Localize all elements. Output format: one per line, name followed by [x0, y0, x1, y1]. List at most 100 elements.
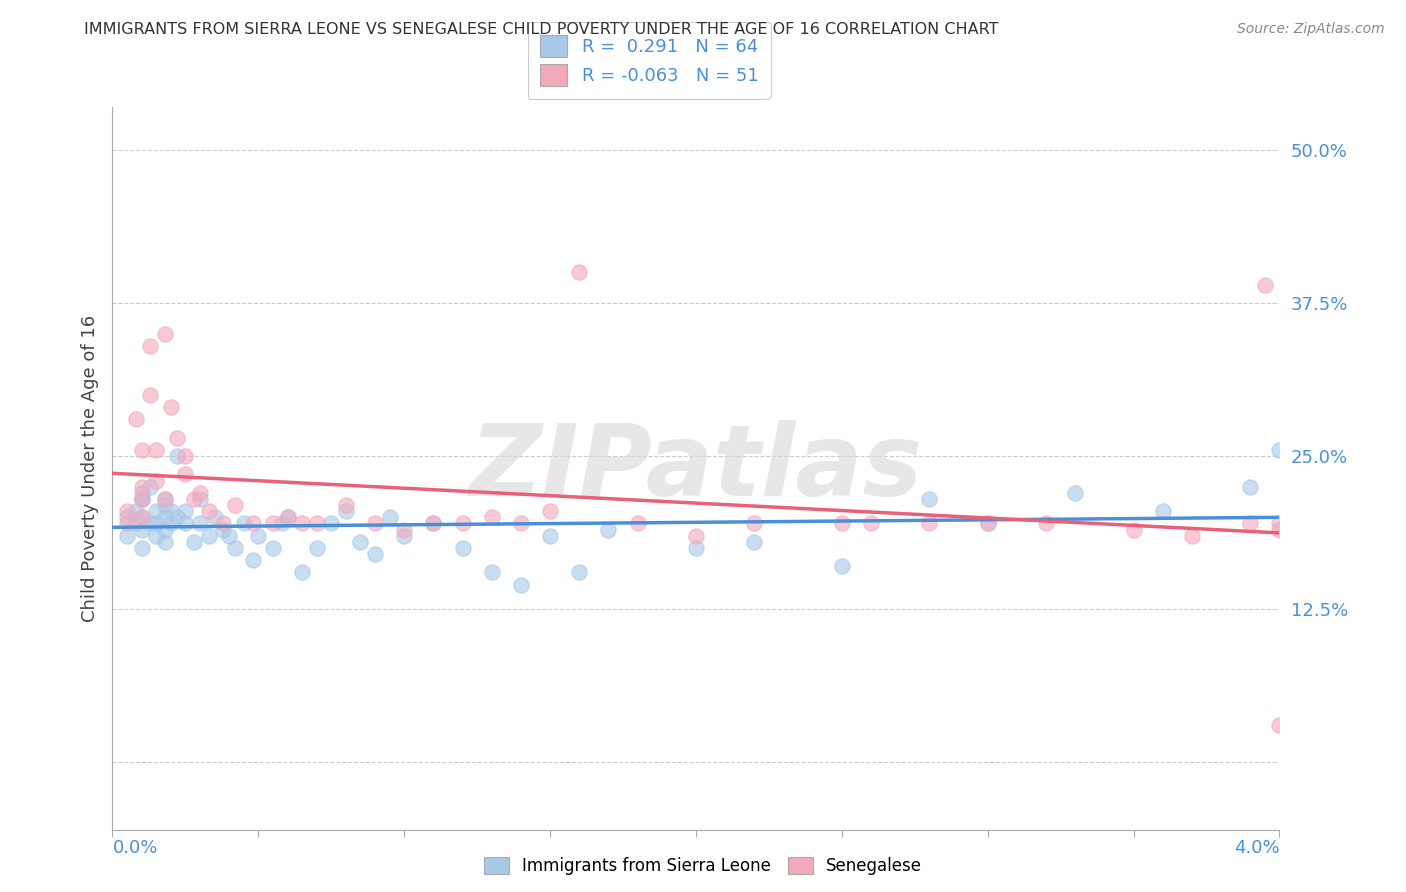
Point — [291, 566, 314, 580]
Point — [538, 529, 561, 543]
Point — [422, 516, 444, 531]
Text: ZIPatlas: ZIPatlas — [470, 420, 922, 516]
Point — [276, 510, 298, 524]
Point — [262, 541, 284, 555]
Point — [321, 516, 343, 531]
Point — [481, 566, 503, 580]
Point — [242, 516, 264, 531]
Point — [188, 491, 211, 506]
Point — [139, 480, 162, 494]
Point — [166, 431, 188, 445]
Point — [174, 467, 197, 482]
Point — [115, 504, 138, 518]
Point — [197, 529, 219, 543]
Point — [305, 541, 328, 555]
Text: IMMIGRANTS FROM SIERRA LEONE VS SENEGALESE CHILD POVERTY UNDER THE AGE OF 16 COR: IMMIGRANTS FROM SIERRA LEONE VS SENEGALE… — [84, 22, 998, 37]
Point — [166, 449, 188, 463]
Point — [153, 491, 176, 506]
Point — [153, 326, 176, 341]
Point — [160, 504, 183, 518]
Point — [115, 529, 138, 543]
Point — [131, 442, 153, 457]
Point — [270, 516, 292, 531]
Point — [422, 516, 444, 531]
Point — [509, 577, 531, 591]
Point — [188, 516, 211, 531]
Point — [131, 541, 153, 555]
Text: Source: ZipAtlas.com: Source: ZipAtlas.com — [1237, 22, 1385, 37]
Point — [1268, 718, 1291, 732]
Point — [125, 504, 148, 518]
Point — [153, 498, 176, 512]
Point — [1254, 277, 1277, 292]
Point — [918, 516, 941, 531]
Point — [188, 485, 211, 500]
Legend: R =  0.291   N = 64, R = -0.063   N = 51: R = 0.291 N = 64, R = -0.063 N = 51 — [527, 22, 770, 99]
Point — [131, 491, 153, 506]
Point — [364, 516, 387, 531]
Point — [598, 523, 620, 537]
Point — [538, 504, 561, 518]
Point — [218, 529, 240, 543]
Point — [481, 510, 503, 524]
Legend: Immigrants from Sierra Leone, Senegalese: Immigrants from Sierra Leone, Senegalese — [475, 849, 931, 884]
Point — [153, 534, 176, 549]
Point — [451, 541, 474, 555]
Point — [685, 541, 707, 555]
Point — [145, 474, 167, 488]
Point — [976, 516, 998, 531]
Point — [212, 516, 235, 531]
Point — [918, 491, 941, 506]
Point — [183, 491, 205, 506]
Point — [131, 510, 153, 524]
Point — [131, 480, 153, 494]
Point — [153, 523, 176, 537]
Point — [247, 529, 270, 543]
Point — [139, 516, 162, 531]
Point — [1035, 516, 1057, 531]
Point — [742, 516, 765, 531]
Text: 4.0%: 4.0% — [1234, 839, 1279, 857]
Point — [125, 412, 148, 426]
Point — [160, 400, 183, 414]
Point — [115, 510, 138, 524]
Point — [831, 559, 853, 574]
Point — [153, 510, 176, 524]
Point — [568, 566, 591, 580]
Point — [224, 541, 246, 555]
Point — [174, 516, 197, 531]
Point — [859, 516, 883, 531]
Point — [1239, 480, 1261, 494]
Point — [349, 534, 371, 549]
Point — [204, 510, 226, 524]
Point — [212, 523, 235, 537]
Point — [305, 516, 328, 531]
Point — [291, 516, 314, 531]
Point — [131, 510, 153, 524]
Point — [131, 485, 153, 500]
Point — [131, 491, 153, 506]
Point — [131, 491, 153, 506]
Point — [145, 442, 167, 457]
Point — [276, 510, 298, 524]
Text: 0.0%: 0.0% — [112, 839, 157, 857]
Point — [831, 516, 853, 531]
Point — [242, 553, 264, 567]
Point — [1122, 523, 1144, 537]
Point — [232, 516, 254, 531]
Point — [145, 529, 167, 543]
Point — [364, 547, 387, 561]
Point — [160, 516, 183, 531]
Point — [1064, 485, 1087, 500]
Point — [139, 388, 162, 402]
Point — [1181, 529, 1204, 543]
Point — [224, 498, 246, 512]
Point — [262, 516, 284, 531]
Point — [394, 529, 416, 543]
Point — [378, 510, 401, 524]
Point — [1268, 442, 1291, 457]
Point — [145, 504, 167, 518]
Point — [742, 534, 765, 549]
Point — [394, 523, 416, 537]
Point — [335, 498, 357, 512]
